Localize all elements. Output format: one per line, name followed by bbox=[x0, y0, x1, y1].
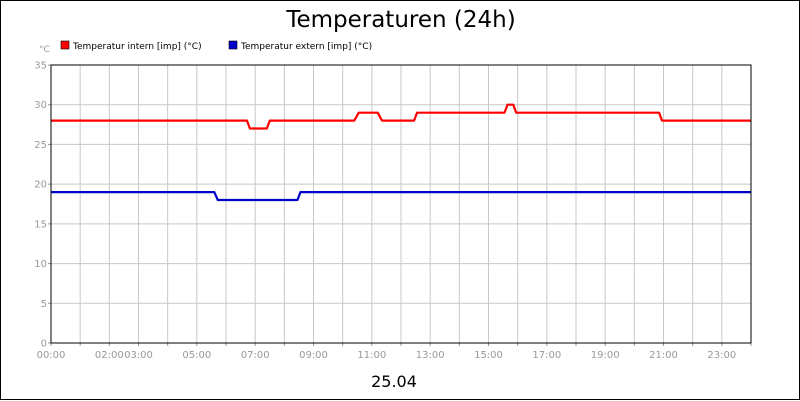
series-line bbox=[51, 191, 751, 202]
x-tick-label: 21:00 bbox=[649, 350, 678, 361]
x-tick-label: 23:00 bbox=[707, 350, 736, 361]
legend-label: Temperatur extern [imp] (°C) bbox=[240, 42, 372, 52]
y-tick-label: 20 bbox=[34, 180, 47, 191]
x-tick-label: 13:00 bbox=[416, 350, 445, 361]
x-tick-label: 17:00 bbox=[532, 350, 561, 361]
legend-swatch bbox=[228, 40, 238, 50]
x-tick-label: 15:00 bbox=[474, 350, 503, 361]
y-tick-label: 30 bbox=[34, 100, 47, 111]
y-tick-label: 0 bbox=[41, 339, 47, 350]
x-tick-label: 05:00 bbox=[182, 350, 211, 361]
x-tick-label: 09:00 bbox=[299, 350, 328, 361]
y-axis-unit: °C bbox=[39, 45, 50, 55]
x-tick-label: 07:00 bbox=[241, 350, 270, 361]
legend: Temperatur intern [imp] (°C) Temperatur e… bbox=[60, 40, 372, 52]
y-tick-label: 5 bbox=[41, 299, 47, 310]
plot-border bbox=[50, 64, 752, 344]
x-tick-label: 03:00 bbox=[124, 350, 153, 361]
x-tick-label: 02:00 bbox=[95, 350, 124, 361]
x-tick-label: 19:00 bbox=[591, 350, 620, 361]
y-tick-label: 10 bbox=[34, 259, 47, 270]
grid bbox=[51, 65, 751, 343]
x-tick-label: 11:00 bbox=[357, 350, 386, 361]
y-tick-label: 35 bbox=[34, 61, 47, 72]
series-line bbox=[51, 103, 751, 130]
y-tick-label: 15 bbox=[34, 219, 47, 230]
y-tick-label: 25 bbox=[34, 140, 47, 151]
x-axis-date-label: 25.04 bbox=[371, 372, 417, 391]
y-axis-ticks: 0 5 10 15 20 25 30 35 bbox=[34, 61, 51, 350]
x-tick-label: 00:00 bbox=[37, 350, 66, 361]
x-axis-ticks: 00:00 02:00 03:00 05:00 07:00 09:00 11:00 13:00… bbox=[37, 343, 752, 361]
chart-title: Temperaturen (24h) bbox=[285, 7, 515, 33]
series-layer bbox=[51, 103, 751, 202]
legend-swatch bbox=[60, 40, 70, 50]
legend-label: Temperatur intern [imp] (°C) bbox=[72, 42, 202, 52]
